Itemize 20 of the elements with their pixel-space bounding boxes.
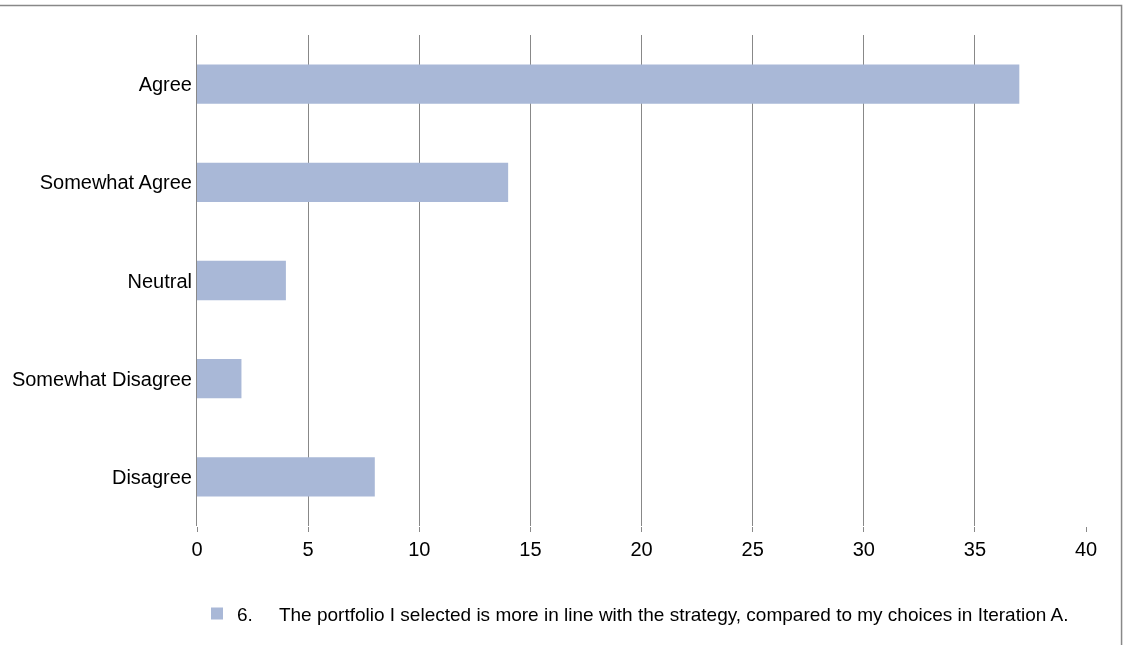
- legend-label: 6. The portfolio I selected is more in line with the strategy, compared to my choices in Iteration A.: [237, 604, 1069, 625]
- x-tick-label: 15: [519, 538, 542, 560]
- x-tick-label: 40: [1074, 538, 1098, 560]
- x-tick-label: 0: [191, 538, 203, 560]
- bar: [197, 162, 509, 202]
- x-tick-label: 20: [630, 538, 653, 560]
- bar: [197, 457, 375, 497]
- x-tick-label: 35: [963, 538, 987, 560]
- y-tick-label: Disagree: [111, 465, 192, 488]
- y-tick-label: Neutral: [127, 269, 192, 292]
- y-tick-label: Somewhat Agree: [39, 171, 192, 194]
- x-tick-label: 25: [741, 538, 764, 560]
- x-tick-label: 30: [852, 538, 875, 560]
- y-tick-label: Somewhat Disagree: [11, 367, 192, 390]
- bar: [197, 260, 286, 301]
- bar: [197, 359, 242, 399]
- y-tick-label: Agree: [138, 73, 192, 96]
- bar: [197, 64, 1020, 104]
- x-tick-label: 5: [302, 538, 314, 560]
- x-tick-label: 10: [408, 538, 431, 560]
